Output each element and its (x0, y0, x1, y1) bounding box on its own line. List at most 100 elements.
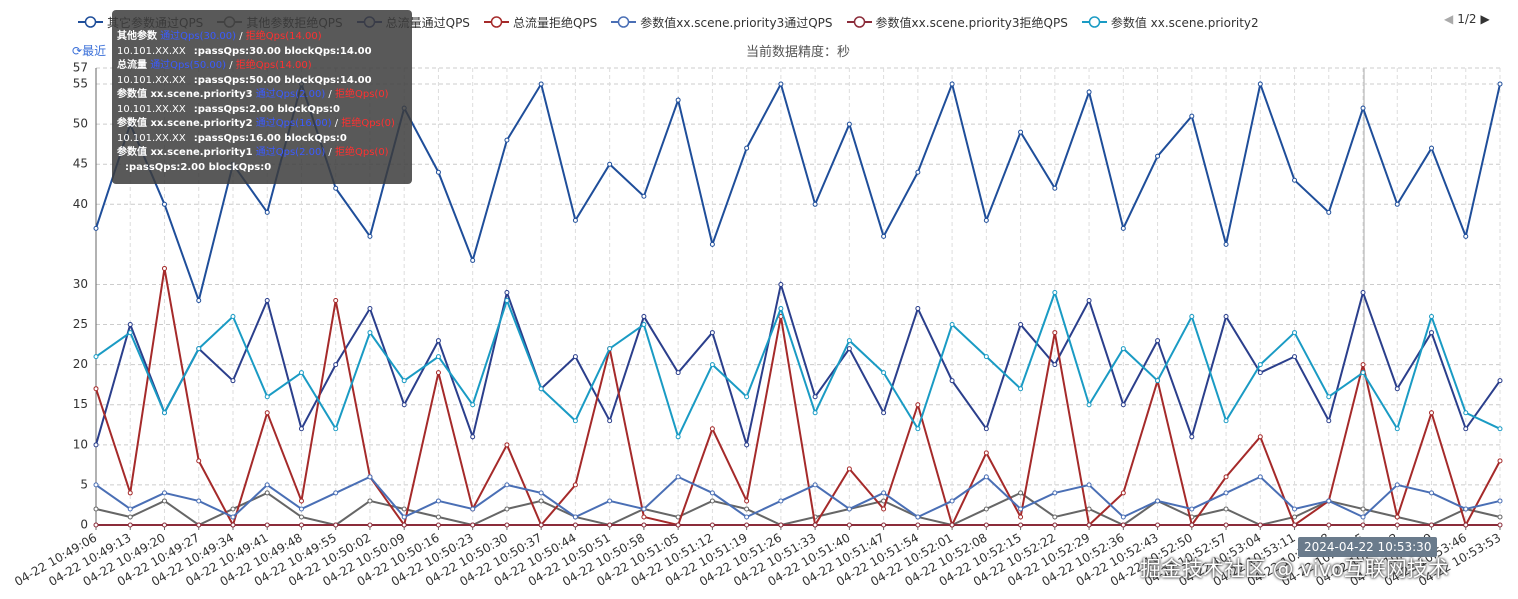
point (881, 233, 887, 239)
y-tick-label: 30 (73, 277, 88, 291)
point (1018, 129, 1024, 135)
point (538, 81, 544, 87)
point (572, 217, 578, 223)
tooltip-detail: :passQps:2.00 blockQps:0 (125, 161, 272, 173)
point (470, 506, 476, 512)
point (983, 354, 989, 360)
point (812, 394, 818, 400)
point (230, 522, 236, 528)
point (778, 522, 784, 528)
point (1155, 153, 1161, 159)
point (607, 418, 613, 424)
point (1052, 330, 1058, 336)
legend-pager[interactable]: ◀ 1/2 ▶ (1444, 12, 1490, 26)
point (778, 281, 784, 287)
point (470, 402, 476, 408)
tooltip-label: 参数值 xx.scene.priority3 (117, 89, 253, 100)
point (435, 354, 441, 360)
point (846, 346, 852, 352)
tooltip-detail: :passQps:16.00 blockQps:0 (193, 132, 347, 144)
point (709, 330, 715, 336)
point (915, 402, 921, 408)
point (470, 522, 476, 528)
point (435, 169, 441, 175)
point (298, 498, 304, 504)
series-line (95, 289, 1501, 440)
point (1257, 434, 1263, 440)
point (1155, 338, 1161, 344)
point (367, 233, 373, 239)
point (333, 490, 339, 496)
point (1223, 522, 1229, 528)
legend-item[interactable]: 参数值xx.scene.priority3拒绝QPS (846, 14, 1068, 31)
point (1292, 514, 1298, 520)
point (401, 522, 407, 528)
tooltip-pass: 通过Qps(2.00) (255, 147, 326, 158)
point (778, 498, 784, 504)
point (1326, 394, 1332, 400)
legend-icon (846, 16, 872, 28)
point (504, 289, 510, 295)
point (1497, 426, 1503, 432)
point (161, 410, 167, 416)
point (1326, 522, 1332, 528)
point (846, 121, 852, 127)
point (435, 498, 441, 504)
legend-item[interactable]: 总流量拒绝QPS (483, 14, 597, 31)
tooltip-sep: / (239, 31, 243, 42)
point (983, 217, 989, 223)
series-line (95, 268, 1501, 528)
point (264, 209, 270, 215)
point (915, 426, 921, 432)
point (641, 514, 647, 520)
tooltip-ip: 10.101.XX.XX (117, 103, 186, 115)
point (709, 426, 715, 432)
point (744, 514, 750, 520)
point (127, 506, 133, 512)
point (93, 354, 99, 360)
point (572, 482, 578, 488)
point (915, 514, 921, 520)
point (93, 506, 99, 512)
point (1394, 514, 1400, 520)
hover-label: 2024-04-22 10:53:30 (1298, 537, 1438, 557)
point (264, 394, 270, 400)
point (1326, 418, 1332, 424)
point (1155, 522, 1161, 528)
refresh[interactable]: ⟳最近 (72, 44, 107, 58)
point (949, 322, 955, 328)
point (846, 466, 852, 472)
point (744, 394, 750, 400)
tooltip-ip: 10.101.XX.XX (117, 74, 186, 86)
point (1497, 498, 1503, 504)
point (1394, 482, 1400, 488)
tooltip-label: 参数值 xx.scene.priority2 (117, 118, 253, 129)
point (127, 514, 133, 520)
tooltip-ip: 10.101.XX.XX (117, 132, 186, 144)
point (983, 426, 989, 432)
legend-item[interactable]: 参数值xx.scene.priority3通过QPS (611, 14, 833, 31)
point (470, 257, 476, 263)
point (333, 298, 339, 304)
legend-item[interactable]: 参数值 xx.scene.priority2 (1081, 14, 1259, 31)
point (915, 306, 921, 312)
point (881, 370, 887, 376)
point (1394, 386, 1400, 392)
legend-label: 参数值xx.scene.priority3拒绝QPS (875, 15, 1068, 30)
point (744, 145, 750, 151)
point (1086, 522, 1092, 528)
tooltip-block: 拒绝Qps(0) (341, 118, 395, 129)
point (367, 306, 373, 312)
y-tick-label: 20 (73, 357, 88, 371)
legend-marker (853, 16, 865, 28)
y-tick-label: 10 (73, 437, 88, 451)
point (1223, 241, 1229, 247)
point (1120, 514, 1126, 520)
point (1189, 314, 1195, 320)
point (778, 81, 784, 87)
legend-marker (490, 16, 503, 28)
y-tick-label: 40 (73, 197, 88, 211)
tooltip: 其他参数 通过Qps(30.00) / 拒绝Qps(14.00) 10.101.X… (112, 10, 412, 184)
point (1257, 370, 1263, 376)
point (1223, 418, 1229, 424)
